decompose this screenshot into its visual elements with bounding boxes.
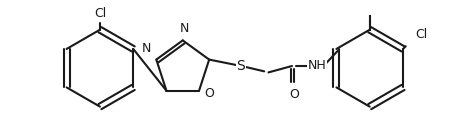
Text: N: N: [142, 42, 151, 55]
Text: Cl: Cl: [94, 7, 106, 20]
Text: O: O: [205, 87, 214, 100]
Text: Cl: Cl: [415, 28, 428, 41]
Text: S: S: [236, 59, 245, 73]
Text: O: O: [289, 88, 299, 101]
Text: NH: NH: [308, 59, 326, 72]
Text: N: N: [180, 22, 190, 35]
